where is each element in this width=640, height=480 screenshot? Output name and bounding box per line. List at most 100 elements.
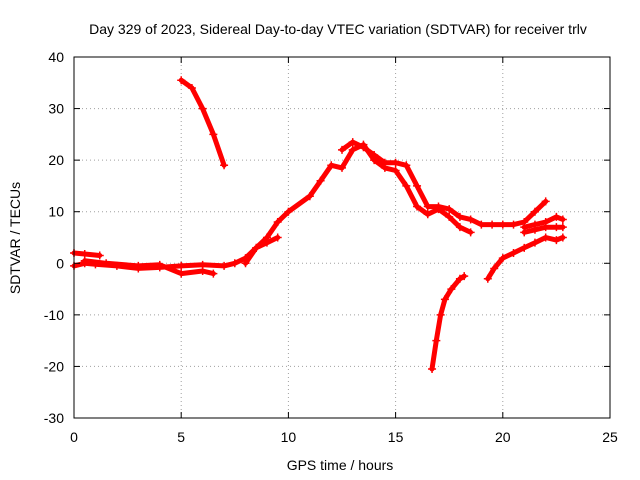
data-point [338, 163, 346, 172]
data-point [177, 269, 186, 278]
y-tick-label: 40 [48, 49, 64, 65]
series-line [243, 235, 281, 266]
data-point [209, 130, 218, 139]
series-arc-3 [80, 256, 218, 278]
plot-frame [73, 56, 611, 419]
grid [74, 57, 610, 418]
data-point [80, 256, 89, 265]
y-tick-label: 20 [48, 152, 64, 168]
series-arc-10 [520, 223, 567, 237]
data-point [447, 285, 456, 294]
y-tick-label: 30 [48, 101, 64, 117]
data-point [490, 264, 499, 273]
data-point [273, 233, 282, 242]
data-point [273, 218, 282, 227]
data-point [466, 215, 475, 224]
data-point [477, 220, 486, 229]
data-point [391, 158, 400, 167]
series-line [429, 273, 467, 372]
data-point [483, 274, 492, 283]
series-arc-4 [177, 76, 229, 170]
x-tick-label: 10 [281, 429, 297, 445]
data-point [155, 260, 164, 269]
x-tick-label: 0 [70, 429, 78, 445]
data-point [423, 210, 432, 219]
series-layer [70, 76, 567, 374]
data-point [413, 202, 422, 211]
y-tick-label: 0 [56, 255, 64, 271]
data-point [359, 143, 368, 152]
data-point [488, 220, 497, 229]
data-point [460, 272, 469, 281]
data-point [305, 192, 314, 201]
data-point [348, 145, 357, 154]
x-tick-label: 5 [177, 429, 185, 445]
data-point [498, 220, 507, 229]
data-point [558, 215, 567, 224]
data-point [509, 248, 518, 257]
data-point [220, 261, 229, 270]
series-arc-5 [241, 233, 282, 268]
data-point [530, 225, 539, 234]
data-point [413, 181, 422, 190]
data-point [440, 295, 449, 304]
series-arc-6 [338, 138, 550, 229]
y-axis-label: SDTVAR / TECUs [7, 182, 23, 294]
data-point [327, 161, 336, 170]
data-point [445, 205, 454, 214]
data-point [391, 166, 400, 175]
y-tick-label: -20 [44, 358, 64, 374]
data-point [558, 233, 567, 242]
data-point [177, 261, 186, 270]
data-point [316, 176, 325, 185]
data-point [102, 259, 111, 268]
series-arc-1 [70, 248, 104, 260]
data-point [455, 212, 464, 221]
data-point [177, 76, 186, 85]
data-point [530, 238, 539, 247]
data-point [402, 181, 411, 190]
data-point [552, 212, 561, 221]
data-point [187, 83, 196, 92]
data-point [80, 250, 89, 259]
data-point [455, 274, 464, 283]
data-point [558, 223, 567, 232]
series-arc-8 [483, 233, 567, 283]
data-point [338, 145, 346, 154]
y-tick-label: -10 [44, 307, 64, 323]
y-tick-label: 10 [48, 204, 64, 220]
data-point [134, 261, 143, 270]
x-tick-label: 25 [602, 429, 618, 445]
data-point [520, 243, 529, 252]
data-point [520, 228, 529, 237]
data-point [209, 269, 218, 278]
y-tick-label: -30 [44, 410, 64, 426]
data-point [241, 259, 250, 268]
data-point [428, 365, 437, 374]
data-point [455, 223, 464, 232]
data-point [95, 251, 104, 260]
data-point [432, 336, 441, 345]
x-axis-label: GPS time / hours [287, 457, 394, 473]
data-point [198, 104, 207, 113]
data-point [552, 236, 561, 245]
data-point [509, 220, 518, 229]
data-point [370, 150, 379, 159]
series-arc-7 [428, 272, 469, 374]
data-point [434, 202, 443, 211]
series-line [71, 142, 474, 271]
data-point [498, 254, 507, 263]
data-point [445, 212, 454, 221]
data-point [466, 228, 475, 237]
data-point [252, 243, 261, 252]
data-point [541, 223, 550, 232]
data-point [380, 158, 389, 167]
data-point [284, 207, 293, 216]
data-point [541, 233, 550, 242]
data-point [198, 267, 207, 276]
data-point [402, 161, 411, 170]
data-point [530, 207, 539, 216]
data-point [220, 161, 229, 170]
